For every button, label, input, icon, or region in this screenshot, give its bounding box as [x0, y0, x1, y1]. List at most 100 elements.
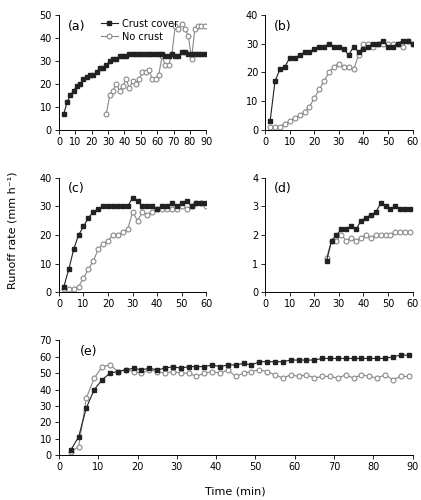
Crust cover — [110, 56, 115, 62]
Crust cover — [359, 356, 364, 362]
No crust — [257, 367, 262, 373]
No crust — [328, 374, 333, 380]
No crust — [199, 200, 204, 206]
Crust cover — [204, 200, 209, 206]
Crust cover — [388, 206, 393, 212]
Crust cover — [363, 215, 368, 221]
Crust cover — [133, 51, 139, 57]
No crust — [160, 206, 165, 212]
Line: No crust: No crust — [61, 201, 209, 292]
Crust cover — [327, 40, 332, 46]
No crust — [327, 70, 332, 75]
Crust cover — [354, 226, 359, 232]
Crust cover — [123, 367, 128, 373]
No crust — [336, 375, 341, 381]
Crust cover — [189, 204, 194, 210]
No crust — [272, 372, 277, 378]
No crust — [156, 72, 161, 78]
Crust cover — [86, 215, 91, 221]
No crust — [76, 284, 81, 290]
No crust — [150, 209, 155, 215]
Crust cover — [160, 51, 165, 57]
Crust cover — [405, 38, 410, 44]
Crust cover — [76, 232, 81, 238]
Crust cover — [123, 53, 128, 59]
No crust — [400, 44, 405, 50]
Crust cover — [81, 76, 86, 82]
Crust cover — [194, 364, 199, 370]
No crust — [356, 52, 361, 58]
Crust cover — [75, 83, 80, 89]
Crust cover — [395, 40, 400, 46]
No crust — [312, 95, 317, 101]
No crust — [317, 86, 322, 92]
Crust cover — [94, 70, 99, 75]
Crust cover — [381, 38, 386, 44]
Crust cover — [218, 364, 223, 370]
No crust — [140, 209, 145, 215]
Text: (e): (e) — [80, 345, 98, 358]
No crust — [196, 24, 201, 30]
No crust — [186, 370, 191, 376]
Crust cover — [137, 51, 142, 57]
No crust — [390, 376, 395, 382]
No crust — [120, 229, 125, 235]
No crust — [165, 206, 170, 212]
Crust cover — [163, 365, 168, 371]
No crust — [110, 88, 115, 94]
Crust cover — [145, 204, 150, 210]
Crust cover — [304, 357, 309, 363]
Crust cover — [336, 44, 341, 50]
No crust — [359, 372, 364, 378]
Crust cover — [107, 58, 112, 64]
Crust cover — [78, 80, 83, 87]
Line: Crust cover: Crust cover — [68, 352, 411, 452]
No crust — [354, 238, 359, 244]
No crust — [194, 374, 199, 380]
Crust cover — [104, 62, 109, 68]
No crust — [114, 80, 119, 87]
No crust — [140, 70, 145, 75]
Crust cover — [178, 365, 183, 371]
Crust cover — [390, 354, 395, 360]
Crust cover — [328, 356, 333, 362]
No crust — [137, 76, 142, 82]
No crust — [160, 53, 165, 59]
No crust — [233, 374, 238, 380]
No crust — [265, 368, 270, 374]
Crust cover — [202, 364, 207, 370]
No crust — [66, 286, 71, 292]
Crust cover — [292, 55, 297, 61]
Crust cover — [257, 358, 262, 364]
Crust cover — [282, 64, 288, 70]
No crust — [147, 367, 152, 373]
Crust cover — [120, 204, 125, 210]
No crust — [292, 115, 297, 121]
Crust cover — [66, 266, 71, 272]
No crust — [139, 370, 144, 376]
No crust — [179, 204, 184, 210]
No crust — [390, 40, 395, 46]
No crust — [398, 229, 403, 235]
No crust — [143, 70, 148, 75]
Crust cover — [155, 367, 160, 373]
Text: (a): (a) — [68, 20, 85, 32]
Crust cover — [189, 51, 194, 57]
No crust — [68, 448, 73, 454]
Crust cover — [173, 53, 178, 59]
Crust cover — [84, 404, 89, 410]
Crust cover — [91, 72, 96, 78]
Crust cover — [186, 364, 191, 370]
No crust — [341, 64, 346, 70]
No crust — [296, 374, 301, 380]
Crust cover — [130, 51, 135, 57]
Crust cover — [272, 78, 277, 84]
Crust cover — [272, 358, 277, 364]
No crust — [249, 368, 254, 374]
No crust — [100, 364, 105, 370]
No crust — [130, 209, 135, 215]
Line: Crust cover: Crust cover — [324, 201, 413, 263]
Crust cover — [346, 52, 351, 58]
No crust — [351, 375, 356, 381]
Crust cover — [61, 284, 67, 290]
